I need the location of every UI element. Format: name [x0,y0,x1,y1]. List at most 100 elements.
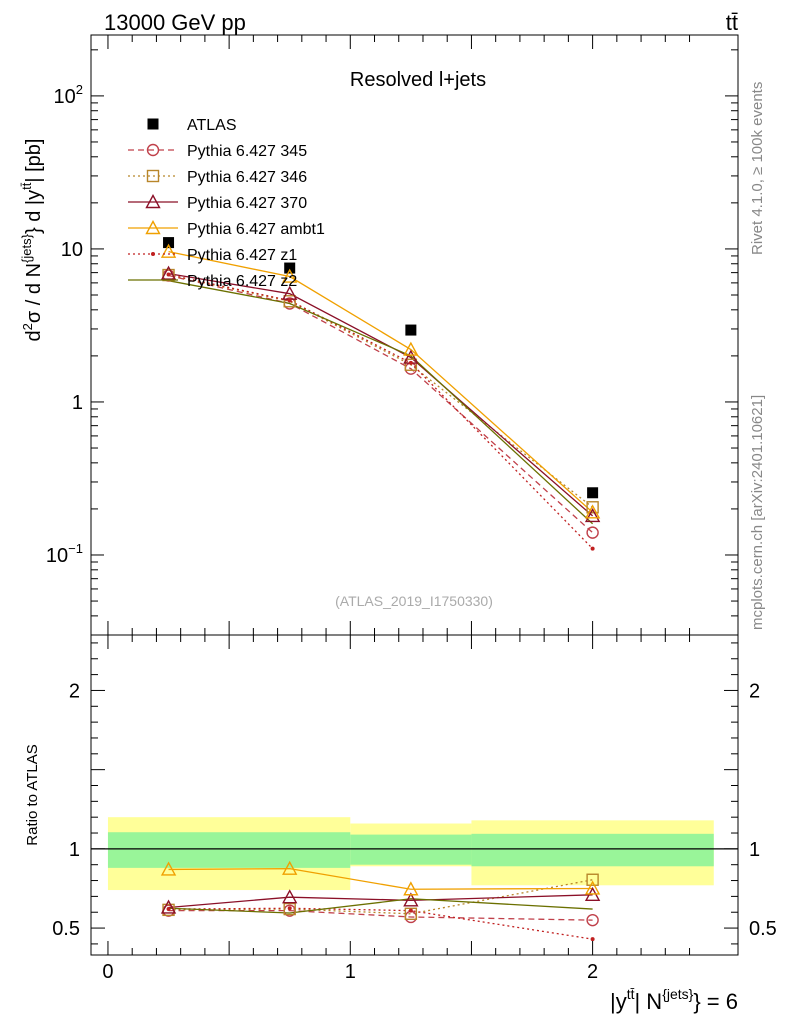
main-y-tick-label-1: 1 [72,392,83,414]
legend-label-4: Pythia 6.427 ambt1 [187,221,325,238]
main-point-4-3 [584,504,601,519]
legend: ATLAS Pythia 6.427 345 Pythia 6.427 346 Pyt… [128,117,325,290]
ratio-y-label: Ratio to ATLAS [24,744,41,845]
legend-marker-3 [145,194,161,209]
main-y-tick-label-0: 10−1 [46,541,83,567]
ratio-y-tick-label-right-1: 1 [749,839,760,861]
main-series-line-1 [168,274,594,534]
svg-text:d2σ / d N{jets}} d |ytt̄| [pb]: d2σ / d N{jets}} d |ytt̄| [pb] [19,139,45,342]
x-label-n: | N [634,989,662,1014]
ratio-point-2-1 [282,889,298,904]
ratio-point-3-1 [282,860,298,875]
ratio-series-line-4 [168,907,593,940]
legend-label-2: Pythia 6.427 346 [187,169,307,186]
main-series-line-6 [168,280,594,525]
x-label-eq: } = 6 [693,989,738,1014]
main-point-4-0 [160,243,177,258]
legend-label-1: Pythia 6.427 345 [187,143,307,160]
y-label-unit: | [pb] [23,139,45,183]
main-series-line-4 [168,251,594,513]
y-label-sigma: σ / d N [23,263,45,323]
ratio-y-tick-label-right-0: 0.5 [749,918,777,940]
ratio-point-4-3 [590,937,595,942]
legend-label-6: Pythia 6.427 z2 [187,273,297,290]
ratio-band-1-0 [107,832,351,868]
side-label-top: Rivet 4.1.0, ≥ 100k events [749,82,766,255]
analysis-id: (ATLAS_2019_I1750330) [335,593,493,609]
legend-marker-2 [146,169,160,183]
ratio-point-2-2 [403,892,419,907]
main-y-tick-exp-3: 2 [76,82,83,97]
ratio-panel: 0.5 0.5 1 1 2 2 0 1 2 Ratio to ATLAS |ytt̄| N{je… [24,634,777,1014]
main-series-line-3 [168,272,594,517]
svg-text:|ytt̄| N{jets}} = 6: |ytt̄| N{jets}} = 6 [610,986,738,1014]
ratio-point-4-0 [166,907,171,912]
ratio-frame [90,634,739,956]
x-tick-label-1: 1 [345,961,356,983]
x-tick-label-2: 2 [587,961,598,983]
ratio-band-1-1 [350,834,472,865]
x-axis-label: |ytt̄| N{jets}} = 6 [610,986,738,1014]
x-tick-label-0: 0 [102,961,113,983]
ratio-series-line-1 [168,879,593,915]
ratio-ticks: 0.5 0.5 1 1 2 2 0 1 2 [52,635,777,983]
main-points [160,237,601,551]
main-point-2-2 [404,358,418,371]
legend-label-0: ATLAS [187,117,237,134]
main-point-4-1 [282,268,298,283]
legend-marker-4 [145,220,161,235]
legend-marker-1 [146,143,160,157]
main-title: Resolved l+jets [350,69,486,91]
ratio-y-tick-label-left-0: 0.5 [52,918,80,940]
main-series-line-5 [168,273,594,550]
main-y-tick-base-3: 10 [54,86,76,108]
ratio-point-1-2 [404,907,418,921]
energy-label: 13000 GeV pp [104,10,246,35]
main-y-tick-base-2: 10 [61,239,83,261]
legend-marker-0 [147,118,159,130]
process-label: tt̄ [726,10,738,35]
x-label-jets: {jets} [662,986,693,1002]
main-point-0-0 [163,237,175,249]
ratio-point-3-3 [584,880,601,895]
main-point-5-2 [408,360,413,365]
main-point-0-3 [587,487,599,499]
main-y-tick-label-2: 10 [61,239,83,261]
ratio-series-line-2 [168,894,593,909]
x-label-y: |y [610,989,627,1014]
main-point-2-3 [586,501,599,514]
ratio-point-1-3 [586,873,599,886]
ratio-band-1-2 [471,833,714,867]
ratio-curves [168,868,593,940]
y-label-tt: tt̄ [19,182,34,190]
legend-marker-5 [151,252,155,256]
y-label-d2: d [23,330,45,341]
main-y-label: d2σ / d N{jets}} d |ytt̄| [pb] [19,139,45,342]
main-point-0-2 [405,324,417,336]
main-point-5-1 [287,298,292,303]
ratio-point-1-1 [283,902,296,916]
main-y-tick-base-0: 10 [46,545,68,567]
ratio-y-tick-label-left-2: 2 [69,680,80,702]
main-point-2-1 [283,295,296,308]
y-label-jets: {jets} [19,233,34,263]
ratio-y-tick-label-right-2: 2 [749,680,760,702]
ratio-point-0-3 [586,913,599,927]
main-point-4-2 [403,341,419,356]
main-point-3-3 [584,507,601,523]
ratio-point-3-0 [160,861,177,876]
main-point-5-0 [166,272,171,277]
ratio-series-line-3 [168,868,593,890]
main-point-1-3 [586,526,599,539]
ratio-series-line-5 [168,898,593,914]
ratio-points [160,860,601,942]
ratio-point-3-2 [403,881,419,896]
main-y-tick-base-1: 1 [72,392,83,414]
x-label-tt: tt̄ [627,986,635,1002]
y-label-dy: } d |y [23,190,45,234]
main-point-5-3 [590,546,595,551]
main-point-0-1 [284,262,296,274]
main-point-3-0 [160,265,177,280]
